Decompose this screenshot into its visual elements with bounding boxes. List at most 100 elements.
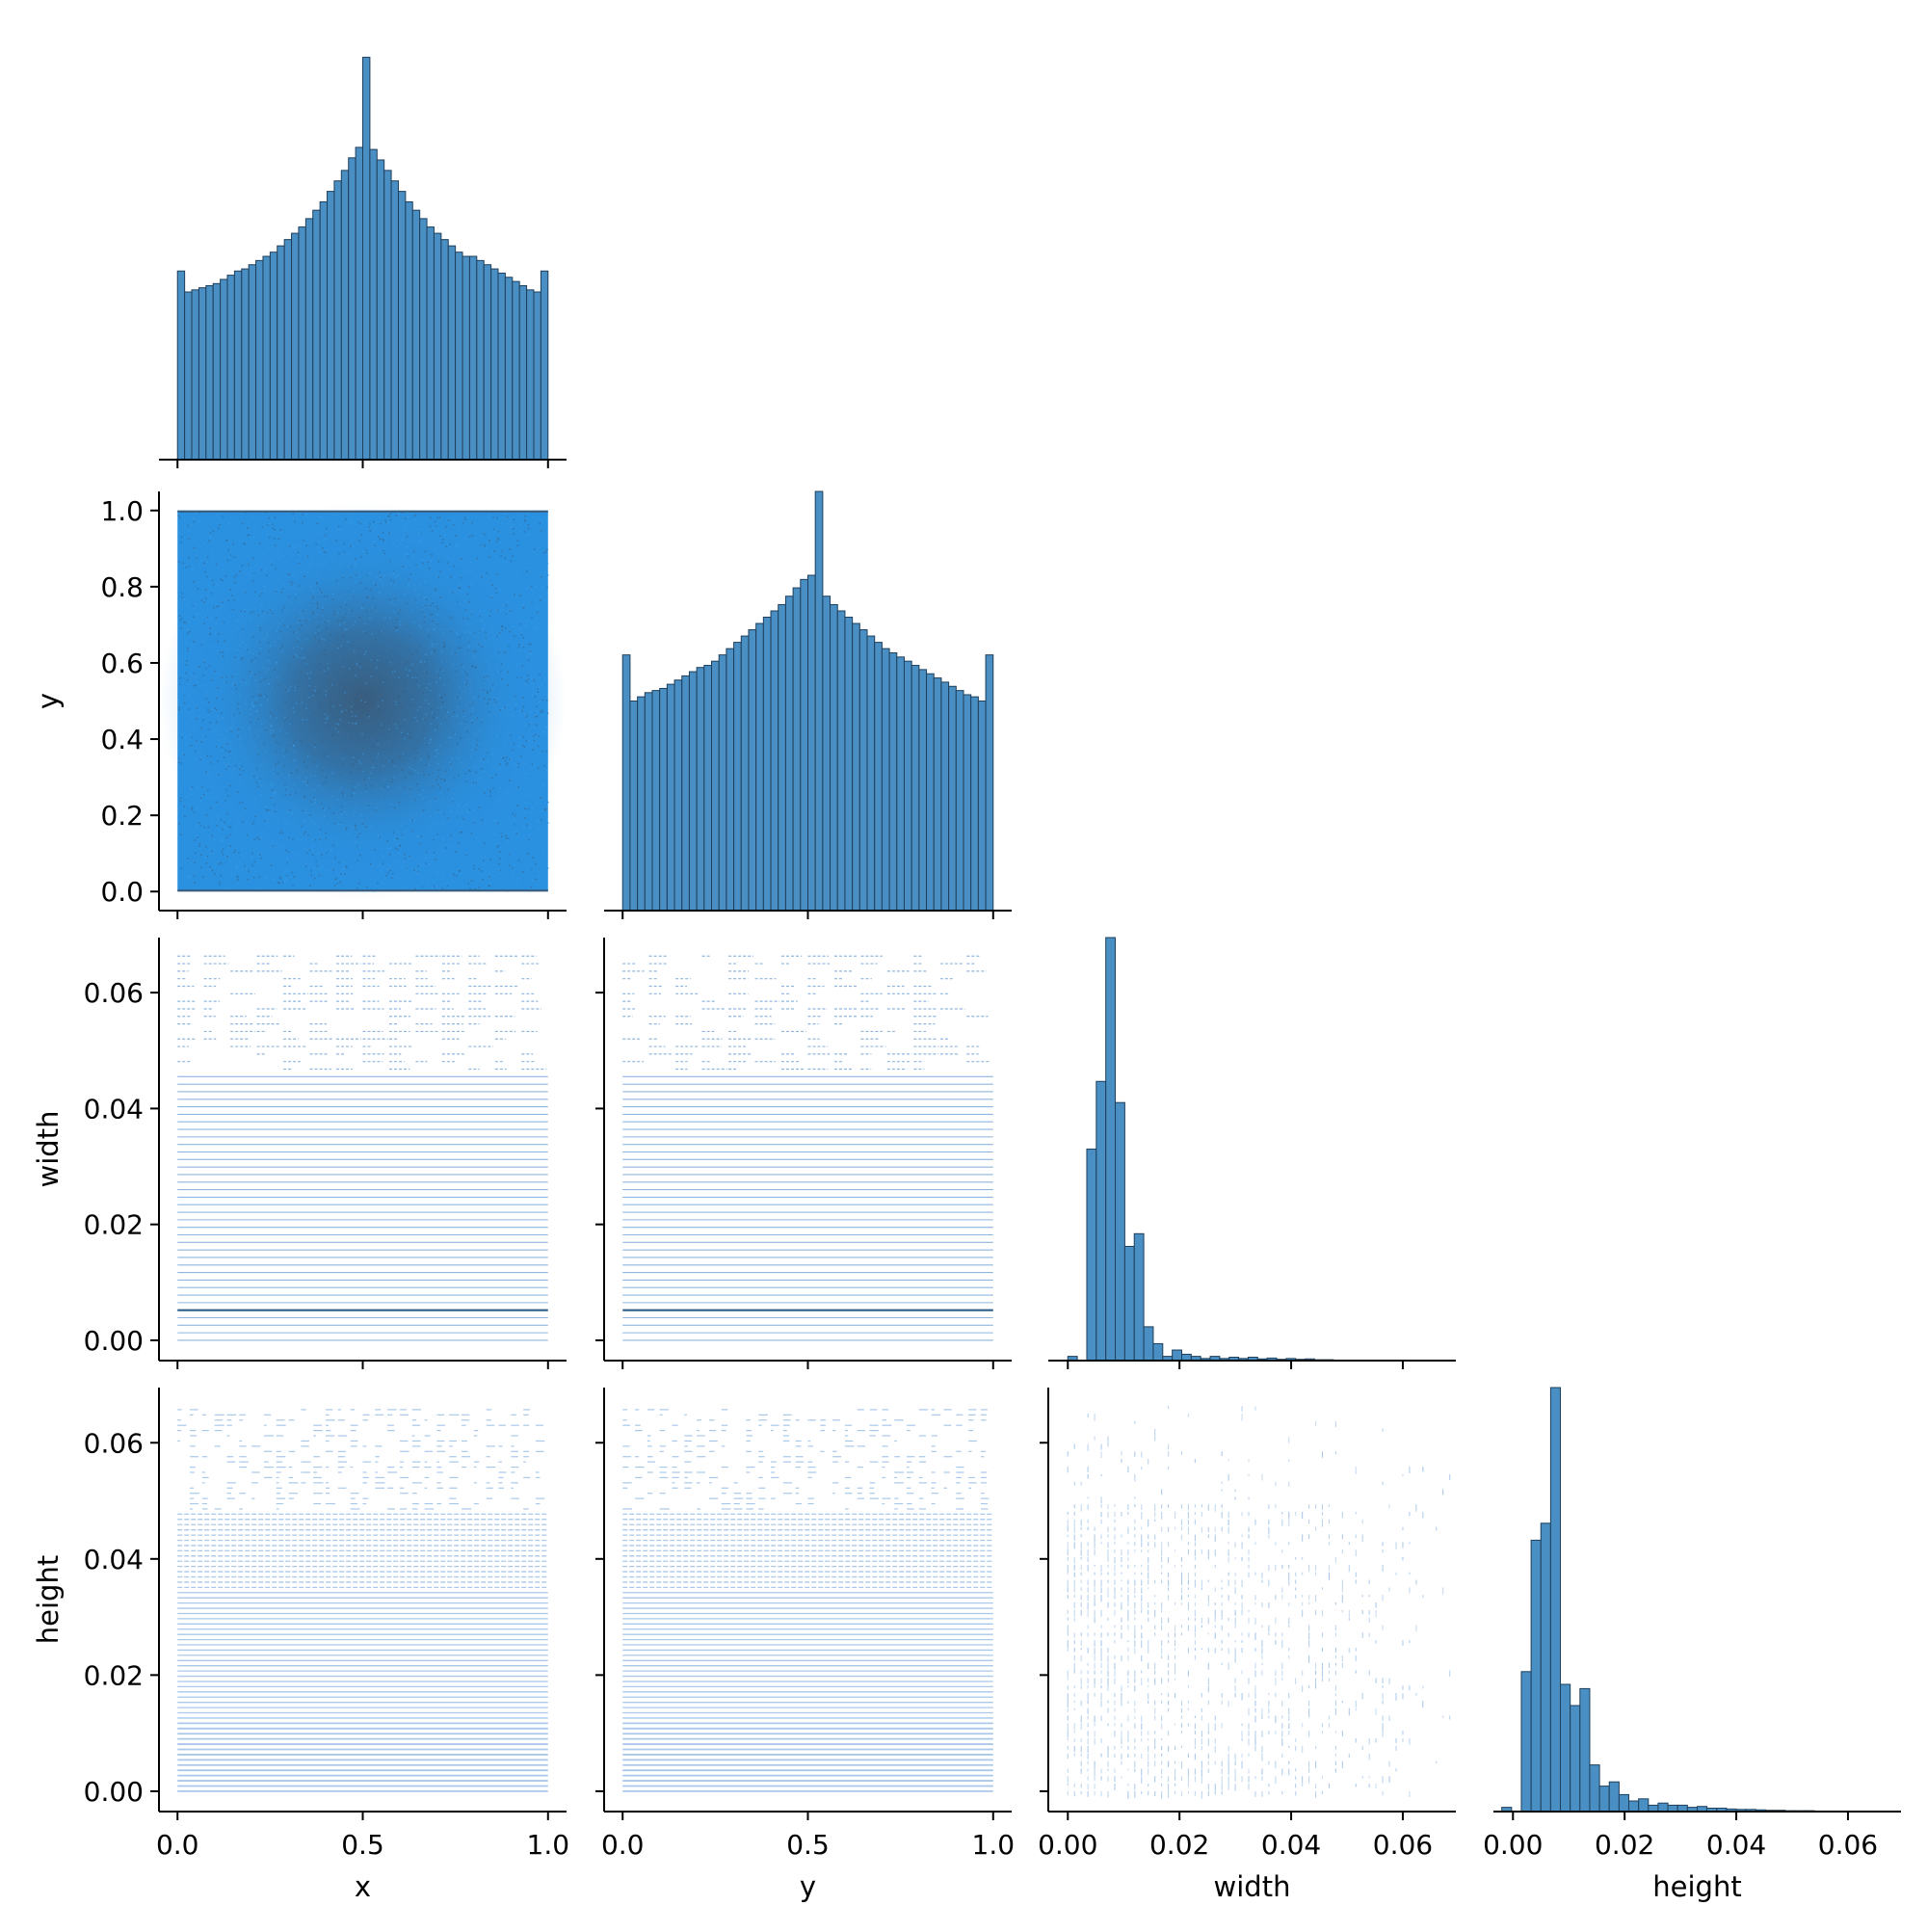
density-speck — [234, 576, 236, 578]
density-speck — [475, 532, 477, 534]
density-speck — [493, 529, 495, 531]
density-speck — [440, 868, 442, 870]
density-speck — [205, 615, 207, 617]
density-speck — [424, 616, 426, 618]
density-speck — [305, 808, 307, 810]
density-speck — [243, 571, 245, 573]
density-center — [159, 503, 567, 899]
density-speck — [278, 539, 280, 541]
density-speck — [407, 603, 409, 605]
density-speck — [272, 613, 274, 615]
density-speck — [451, 767, 453, 769]
density-speck — [474, 822, 476, 824]
density-speck — [351, 706, 353, 708]
density-speck — [320, 589, 322, 591]
density-speck — [389, 662, 391, 664]
density-speck — [440, 857, 442, 859]
density-speck — [260, 858, 262, 860]
density-speck — [265, 568, 267, 569]
density-speck — [207, 584, 209, 586]
density-speck — [237, 865, 239, 867]
density-speck — [382, 585, 383, 587]
density-speck — [429, 828, 431, 830]
density-speck — [247, 569, 249, 570]
density-speck — [515, 765, 516, 767]
density-speck — [312, 695, 314, 697]
density-speck — [478, 827, 480, 829]
density-speck — [187, 882, 189, 884]
density-speck — [351, 541, 353, 543]
density-speck — [413, 820, 415, 822]
density-speck — [196, 685, 198, 687]
density-speck — [414, 770, 416, 772]
density-speck — [364, 622, 366, 624]
hist-bar — [398, 192, 405, 460]
density-speck — [496, 806, 498, 807]
density-speck — [210, 593, 212, 595]
density-speck — [302, 522, 304, 524]
density-speck — [352, 789, 354, 791]
density-speck — [200, 825, 202, 827]
density-speck — [438, 576, 440, 578]
x-tick-label: 0.0 — [156, 1829, 199, 1861]
density-speck — [207, 562, 209, 564]
density-speck — [485, 534, 487, 536]
density-speck — [235, 765, 237, 767]
density-speck — [537, 612, 539, 614]
density-speck — [192, 569, 194, 571]
density-speck — [223, 750, 224, 752]
density-speck — [406, 523, 408, 525]
density-speck — [410, 812, 412, 814]
density-speck — [308, 697, 310, 699]
density-speck — [195, 539, 197, 541]
density-speck — [387, 816, 389, 818]
density-speck — [424, 581, 426, 583]
density-speck — [322, 770, 324, 772]
density-speck — [380, 592, 382, 594]
hist-bar — [831, 604, 838, 911]
density-speck — [337, 636, 339, 638]
hist-bar — [964, 695, 971, 911]
density-speck — [519, 595, 521, 596]
density-speck — [233, 599, 235, 601]
density-speck — [514, 843, 515, 845]
density-speck — [270, 712, 272, 714]
density-speck — [349, 722, 351, 724]
density-speck — [389, 598, 391, 600]
density-speck — [425, 605, 427, 607]
density-speck — [407, 662, 409, 664]
density-speck — [378, 754, 380, 755]
density-speck — [346, 827, 348, 829]
density-speck — [311, 775, 313, 777]
density-speck — [283, 787, 285, 789]
density-speck — [353, 545, 355, 547]
density-speck — [261, 593, 263, 595]
density-speck — [313, 601, 315, 603]
density-speck — [307, 673, 309, 675]
density-speck — [483, 860, 485, 862]
density-speck — [221, 840, 223, 842]
density-speck — [258, 876, 260, 878]
density-speck — [209, 849, 211, 851]
density-speck — [500, 870, 502, 872]
density-speck — [234, 684, 236, 686]
density-speck — [224, 826, 225, 828]
density-speck — [533, 847, 535, 849]
density-speck — [489, 792, 491, 794]
density-speck — [201, 813, 203, 815]
density-speck — [185, 583, 187, 585]
density-speck — [340, 668, 342, 670]
hist-bar — [919, 670, 927, 911]
density-speck — [308, 677, 310, 679]
density-speck — [230, 747, 232, 749]
density-speck — [223, 854, 224, 856]
density-speck — [256, 768, 258, 770]
density-speck — [189, 725, 191, 727]
density-speck — [181, 618, 183, 620]
density-speck — [449, 844, 451, 846]
density-speck — [245, 611, 247, 613]
density-speck — [250, 533, 251, 535]
density-speck — [270, 732, 272, 734]
density-speck — [367, 596, 369, 598]
density-speck — [301, 648, 303, 649]
